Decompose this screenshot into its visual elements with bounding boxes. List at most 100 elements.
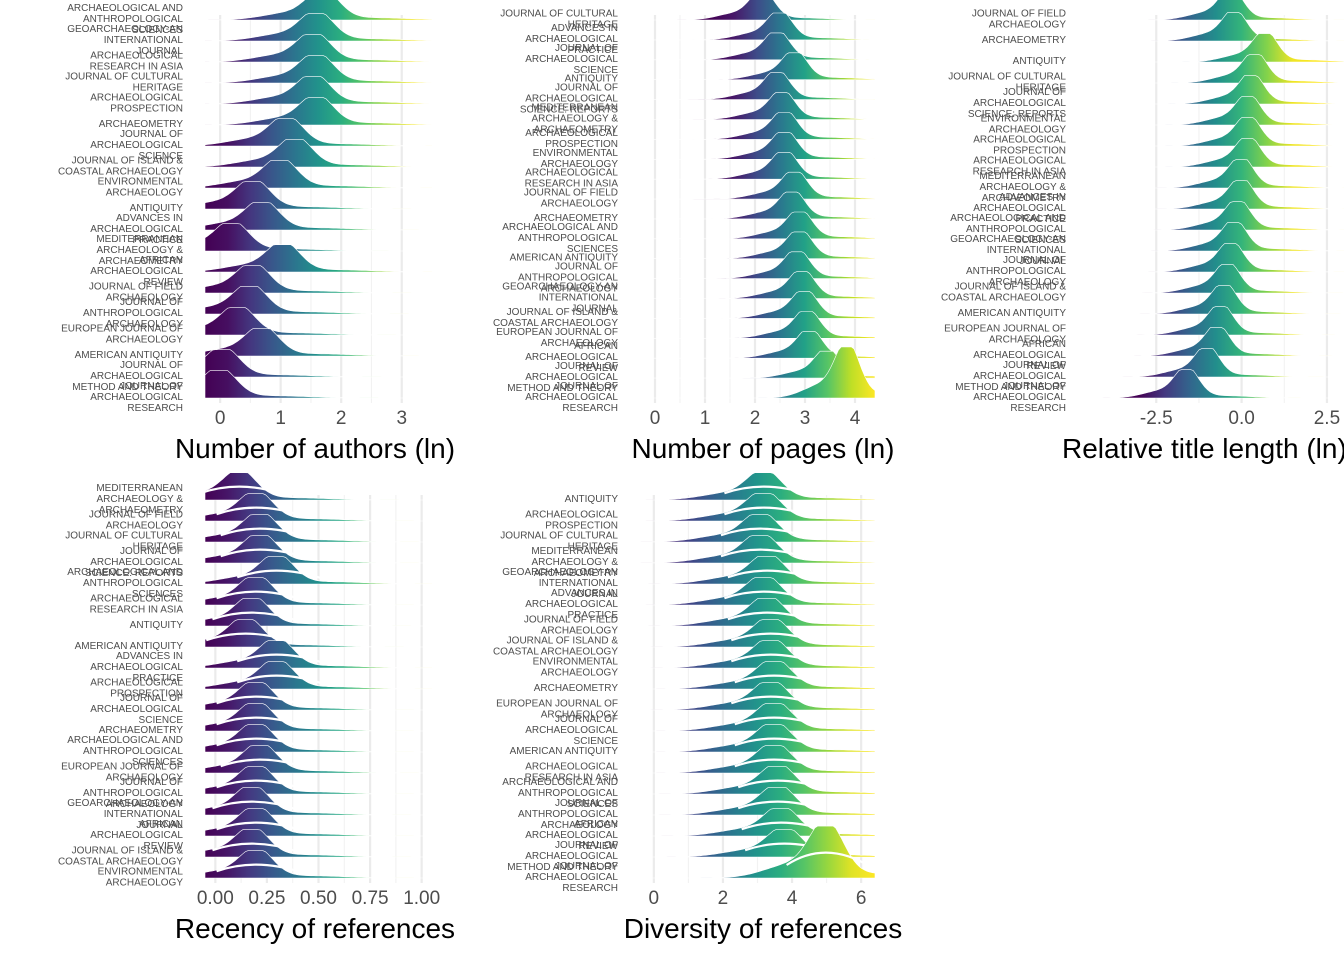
median-line — [734, 737, 821, 748]
ridge — [1088, 33, 1344, 63]
category-label: JOURNAL OF FIELD ARCHAEOLOGY — [524, 615, 618, 637]
median-line — [786, 851, 873, 869]
ridge — [640, 92, 876, 120]
median-line — [724, 485, 810, 496]
x-tick-label: 2 — [750, 408, 761, 429]
category-label: JOURNAL OF ANTHROPOLOGICAL ARCHAEOLOGY — [83, 297, 183, 330]
x-axis-title: Number of pages (ln) — [631, 433, 894, 464]
ridge — [205, 0, 433, 21]
ridge — [204, 745, 432, 774]
x-axis-title: Diversity of references — [624, 913, 903, 944]
ridge — [204, 286, 432, 315]
category-label: JOURNAL OF ANTHROPOLOGICAL ARCHAEOLOGY — [966, 255, 1066, 288]
category-label: ADVANCES IN ARCHAEOLOGICAL PRACTICE — [525, 588, 618, 621]
ridge — [204, 55, 433, 84]
category-label: JOURNAL OF ANTHROPOLOGICAL ARCHAEOLOGY — [518, 262, 618, 295]
ridge — [1088, 0, 1344, 21]
ridge — [204, 535, 432, 564]
category-label: JOURNAL OF ANTHROPOLOGICAL ARCHAEOLOGY — [83, 777, 183, 810]
ridge — [640, 787, 876, 816]
median-line — [216, 821, 302, 832]
category-label: EUROPEAN JOURNAL OF ARCHAEOLOGY — [61, 324, 183, 346]
category-label: JOURNAL OF ISLAND & COASTAL ARCHAEOLOGY — [493, 636, 618, 658]
category-label: ANTIQUITY — [130, 620, 184, 631]
category-label: JOURNAL OF ARCHAEOLOGICAL SCIENCE — [90, 693, 183, 726]
category-label: ARCHAEOLOGICAL AND ANTHROPOLOGICAL SCIENCE… — [67, 735, 183, 768]
ridge — [640, 346, 876, 399]
category-label: ENVIRONMENTAL ARCHAEOLOGY — [533, 657, 619, 679]
x-tick-label: 2 — [336, 408, 347, 429]
category-label: ADVANCES IN ARCHAEOLOGICAL PRACTICE — [90, 213, 183, 246]
category-label: AMERICAN ANTIQUITY — [958, 308, 1067, 319]
category-label: ARCHAEOLOGICAL AND ANTHROPOLOGICAL SCIENCE… — [502, 777, 618, 810]
ridge — [640, 152, 876, 180]
median-line — [199, 485, 286, 496]
ridge — [204, 202, 432, 231]
category-label: ANTIQUITY — [130, 203, 184, 214]
ridge — [1088, 180, 1344, 210]
median-line — [737, 779, 824, 790]
category-label: MEDITERRANEAN ARCHAEOLOGY & ARCHAEOMETRY — [96, 234, 183, 267]
ridge — [204, 829, 432, 858]
category-label: JOURNAL OF ARCHAEOLOGICAL SCIENCE: REPORTS — [85, 546, 184, 579]
median-line — [724, 506, 810, 517]
category-label: ARCHAEOLOGICAL AND ANTHROPOLOGICAL SCIENCE… — [67, 567, 183, 600]
x-tick-label: 4 — [850, 408, 861, 429]
ridge — [204, 787, 432, 816]
median-line — [212, 842, 298, 853]
ridge — [1088, 348, 1344, 378]
x-axis-title: Relative title length (ln) — [1062, 433, 1344, 464]
category-label: JOURNAL OF FIELD ARCHAEOLOGY — [972, 9, 1066, 31]
category-label: ANTIQUITY — [565, 74, 619, 85]
ridge — [640, 825, 876, 879]
ridge — [640, 0, 876, 21]
ridge — [640, 231, 876, 259]
category-label: ENVIRONMENTAL ARCHAEOLOGY — [981, 114, 1067, 136]
ridge — [1088, 12, 1344, 42]
median-line — [734, 716, 821, 727]
category-label: ARCHAEOLOGICAL RESEARCH IN ASIA — [90, 51, 184, 73]
category-label: AMERICAN ANTIQUITY — [510, 746, 619, 757]
ridge — [204, 472, 432, 501]
panel-1: ARCHAEOLOGICAL AND ANTHROPOLOGICAL SCIENCE… — [58, 0, 455, 464]
ridge — [1088, 117, 1344, 147]
panel-4: MEDITERRANEAN ARCHAEOLOGY & ARCHAEOMETRYJO… — [58, 472, 455, 944]
x-tick-label: 0 — [215, 408, 226, 429]
x-tick-label: 0.00 — [197, 888, 234, 909]
category-label: JOURNAL OF ISLAND & COASTAL ARCHAEOLOGY — [58, 846, 183, 868]
ridge — [204, 13, 433, 42]
median-line — [216, 716, 302, 727]
ridge — [204, 34, 433, 63]
category-label: ARCHAEOMETRY — [982, 35, 1067, 46]
category-label: ENVIRONMENTAL ARCHAEOLOGY — [98, 177, 184, 199]
category-label: ARCHAEOLOGICAL AND ANTHROPOLOGICAL SCIENCE… — [950, 213, 1066, 246]
category-label: ADVANCES IN ARCHAEOLOGICAL PRACTICE — [525, 23, 618, 56]
category-label: GEOARCHAEOLOGY-AN INTERNATIONAL JOURNAL — [67, 798, 183, 831]
ridge — [640, 132, 876, 160]
ridge — [1088, 369, 1344, 399]
category-label: GEOARCHAEOLOGY-AN INTERNATIONAL JOURNAL — [502, 282, 618, 315]
median-line — [236, 569, 323, 580]
median-line — [220, 758, 307, 769]
category-label: ENVIRONMENTAL ARCHAEOLOGY — [533, 148, 619, 170]
category-label: EUROPEAN JOURNAL OF ARCHAEOLOGY — [61, 762, 183, 784]
ridge — [640, 251, 876, 279]
median-line — [724, 590, 810, 601]
ridge — [640, 291, 876, 319]
category-label: JOURNAL OF CULTURAL HERITAGE — [65, 531, 183, 553]
x-tick-label: 0.25 — [248, 888, 285, 909]
category-label: MEDITERRANEAN ARCHAEOLOGY & ARCHAEOMETRY — [531, 102, 618, 135]
ridge — [204, 160, 433, 189]
category-label: MEDITERRANEAN ARCHAEOLOGY & ARCHAEOMETRY — [531, 546, 618, 579]
category-label: ARCHAEOLOGICAL RESEARCH IN ASIA — [525, 762, 619, 784]
category-label: JOURNAL OF ARCHAEOLOGICAL METHOD AND THEOR… — [507, 361, 618, 394]
ridge — [204, 265, 432, 294]
median-line — [727, 569, 814, 580]
x-tick-label: -2.5 — [1140, 408, 1173, 429]
ridge — [640, 191, 876, 220]
ridge — [640, 745, 876, 774]
category-label: JOURNAL OF ARCHAEOLOGICAL SCIENCE — [525, 714, 618, 747]
median-line — [212, 611, 298, 622]
x-tick-label: 0.0 — [1228, 408, 1254, 429]
